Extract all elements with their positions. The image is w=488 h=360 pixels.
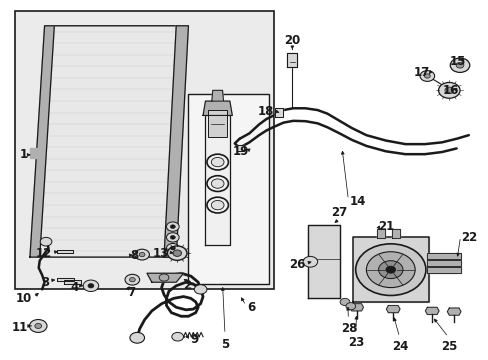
- Circle shape: [455, 62, 463, 68]
- Circle shape: [211, 179, 224, 188]
- Circle shape: [385, 266, 395, 273]
- Text: 22: 22: [461, 231, 477, 244]
- Polygon shape: [203, 101, 232, 116]
- Text: 1: 1: [20, 148, 27, 161]
- Circle shape: [424, 74, 429, 78]
- Circle shape: [172, 250, 181, 256]
- Text: 28: 28: [341, 321, 357, 335]
- Text: 20: 20: [284, 34, 300, 47]
- Text: 18: 18: [257, 105, 273, 118]
- Polygon shape: [427, 253, 461, 259]
- Polygon shape: [57, 278, 74, 281]
- Text: 6: 6: [246, 301, 255, 314]
- Polygon shape: [64, 280, 81, 284]
- Circle shape: [135, 249, 149, 260]
- Circle shape: [194, 285, 206, 294]
- Text: 19: 19: [232, 145, 249, 158]
- Circle shape: [83, 280, 99, 292]
- Text: 14: 14: [348, 195, 365, 208]
- Circle shape: [88, 284, 94, 288]
- Polygon shape: [163, 26, 188, 257]
- Polygon shape: [205, 116, 229, 244]
- Circle shape: [339, 298, 349, 306]
- Circle shape: [170, 225, 175, 228]
- Text: 7: 7: [127, 287, 135, 300]
- Circle shape: [35, 323, 41, 328]
- Text: 26: 26: [288, 258, 305, 271]
- Text: 4: 4: [70, 281, 79, 294]
- Polygon shape: [427, 267, 461, 273]
- Text: 13: 13: [152, 247, 168, 260]
- Circle shape: [125, 274, 140, 285]
- Circle shape: [170, 246, 175, 250]
- Text: 2: 2: [183, 279, 190, 292]
- Circle shape: [444, 87, 453, 94]
- Circle shape: [345, 303, 355, 310]
- Polygon shape: [427, 260, 461, 266]
- Polygon shape: [447, 308, 460, 315]
- Text: 9: 9: [190, 333, 199, 346]
- Circle shape: [211, 157, 224, 167]
- Polygon shape: [349, 304, 363, 311]
- Circle shape: [171, 332, 183, 341]
- Circle shape: [40, 237, 52, 246]
- Circle shape: [419, 71, 434, 81]
- Polygon shape: [147, 273, 183, 282]
- Text: 17: 17: [413, 66, 429, 79]
- Circle shape: [166, 222, 179, 231]
- Circle shape: [130, 332, 144, 343]
- Circle shape: [29, 319, 47, 332]
- Circle shape: [366, 252, 414, 288]
- Text: 16: 16: [442, 84, 458, 97]
- Text: 23: 23: [348, 336, 364, 349]
- Polygon shape: [211, 90, 223, 101]
- Circle shape: [303, 256, 317, 267]
- Text: 11: 11: [11, 320, 27, 333]
- Circle shape: [170, 235, 175, 239]
- Text: 10: 10: [16, 292, 32, 305]
- Polygon shape: [30, 148, 37, 158]
- Text: 8: 8: [130, 249, 138, 262]
- Polygon shape: [274, 108, 282, 117]
- Circle shape: [438, 82, 459, 98]
- Polygon shape: [391, 229, 399, 238]
- Text: 25: 25: [440, 339, 457, 352]
- Bar: [15, 12, 273, 289]
- Circle shape: [167, 246, 186, 260]
- Polygon shape: [307, 225, 339, 298]
- Text: 15: 15: [449, 55, 466, 68]
- Text: 5: 5: [221, 338, 229, 351]
- Circle shape: [355, 244, 425, 296]
- Circle shape: [129, 278, 135, 282]
- Polygon shape: [386, 306, 399, 313]
- Polygon shape: [57, 250, 73, 253]
- Circle shape: [378, 261, 402, 279]
- Circle shape: [166, 243, 179, 253]
- Polygon shape: [237, 145, 244, 151]
- Text: 12: 12: [36, 247, 52, 260]
- Polygon shape: [376, 229, 384, 238]
- Polygon shape: [37, 26, 181, 257]
- Circle shape: [159, 274, 168, 281]
- Circle shape: [449, 58, 469, 72]
- Text: 24: 24: [391, 339, 408, 352]
- Bar: [188, 94, 268, 284]
- Polygon shape: [352, 237, 427, 302]
- Polygon shape: [425, 307, 438, 315]
- Circle shape: [211, 201, 224, 210]
- Circle shape: [166, 233, 179, 242]
- Text: 3: 3: [41, 276, 49, 289]
- Circle shape: [139, 252, 145, 257]
- Text: 27: 27: [331, 206, 347, 220]
- Polygon shape: [30, 26, 54, 257]
- Text: 21: 21: [378, 220, 394, 233]
- Polygon shape: [287, 53, 297, 67]
- Bar: [207, 110, 227, 137]
